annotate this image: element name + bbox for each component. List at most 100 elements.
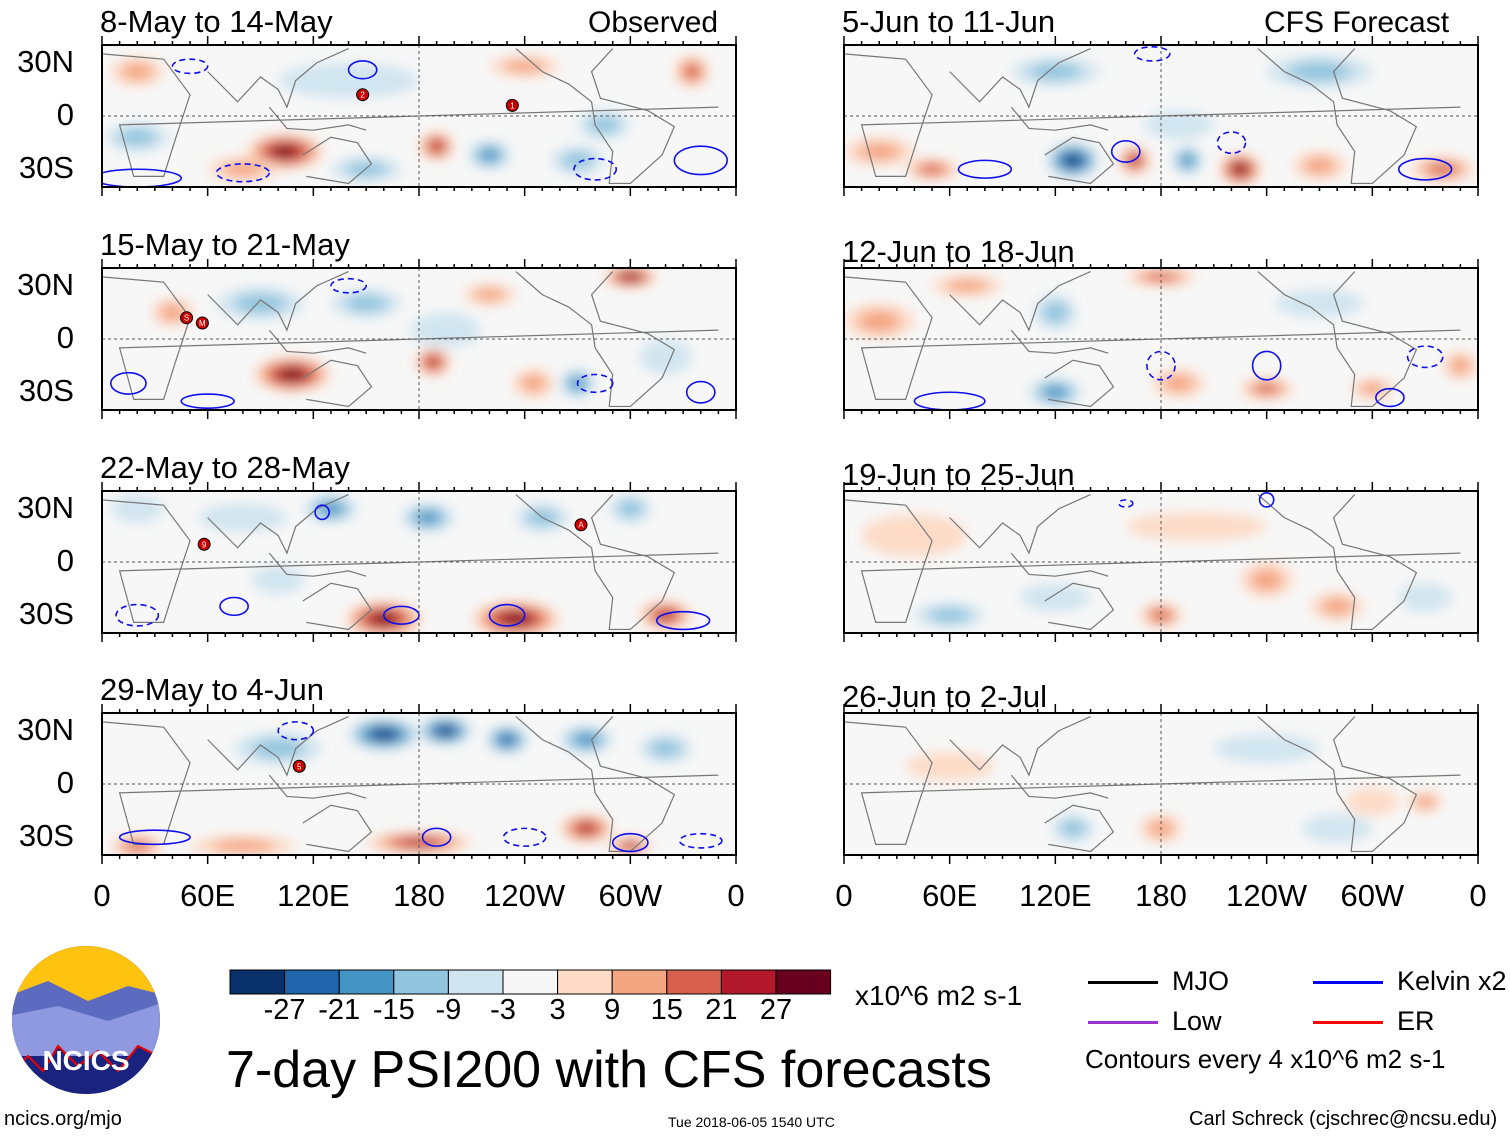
lat-tick-label: 30N xyxy=(17,43,74,79)
coastline xyxy=(102,276,719,400)
site-link[interactable]: ncics.org/mjo xyxy=(4,1108,122,1130)
lon-tick-label: 180 xyxy=(1135,878,1187,913)
lon-tick-label: 0 xyxy=(1469,878,1487,913)
legend-line-1 xyxy=(1313,981,1383,984)
coastline xyxy=(515,271,676,408)
colorbar-label: -15 xyxy=(372,994,415,1026)
kelvin-contour xyxy=(277,721,315,741)
kelvin-contour xyxy=(219,596,249,617)
colorbar-swatch xyxy=(666,969,722,995)
anomaly-feature xyxy=(639,339,692,375)
lat-tick-label: 30N xyxy=(17,266,74,302)
coastline xyxy=(207,494,349,555)
cfs-forecast-label: CFS Forecast xyxy=(1264,6,1450,39)
coastline xyxy=(268,552,367,577)
panel-title: 26-Jun to 2-Jul xyxy=(842,679,1048,714)
coastline xyxy=(1257,716,1418,853)
lat-tick-label: 0 xyxy=(56,543,74,578)
coastline xyxy=(949,716,1091,777)
anomaly-feature xyxy=(1250,569,1283,591)
coastline xyxy=(1257,494,1418,631)
anomaly-feature xyxy=(1065,155,1081,166)
colorbar-swatch xyxy=(284,969,340,995)
legend-label: ER xyxy=(1397,1006,1435,1036)
coastline xyxy=(1044,804,1115,853)
anomaly-feature xyxy=(574,733,598,746)
coastline xyxy=(207,716,349,777)
anomaly-feature xyxy=(1449,357,1471,375)
kelvin-contour xyxy=(330,277,367,294)
colorbar-swatch xyxy=(393,969,449,995)
colorbar-swatch xyxy=(338,969,395,995)
lat-tick-label: 30S xyxy=(18,373,74,409)
anomaly-feature xyxy=(1414,795,1436,809)
storm-marker: 9 xyxy=(197,537,211,551)
colorbar-swatch xyxy=(775,969,832,995)
coastline xyxy=(844,721,1461,845)
colorbar xyxy=(229,969,832,995)
anomaly-feature xyxy=(281,369,303,380)
anomaly-feature xyxy=(345,294,388,313)
anomaly-feature xyxy=(374,729,394,739)
coastline xyxy=(1044,582,1115,631)
coastline xyxy=(302,136,373,185)
anomaly-feature xyxy=(416,511,440,524)
colorbar-label: -9 xyxy=(435,994,462,1026)
storm-marker: 2 xyxy=(356,88,370,102)
lat-tick-label: 30S xyxy=(18,596,74,632)
kelvin-contour xyxy=(382,605,420,625)
kelvin-contour xyxy=(1251,350,1282,381)
anomaly-feature xyxy=(221,161,265,177)
legend-line-0 xyxy=(1088,981,1158,984)
anomaly-feature xyxy=(234,293,287,314)
map-panel-5 xyxy=(843,36,1479,196)
kelvin-contour xyxy=(180,393,235,410)
coastline xyxy=(1044,136,1115,185)
colorbar-label: 9 xyxy=(604,994,621,1026)
panel-title: 5-Jun to 11-Jun xyxy=(842,4,1056,39)
colorbar-swatch xyxy=(447,969,504,995)
kelvin-contour xyxy=(685,380,716,404)
anomaly-feature xyxy=(251,738,305,759)
coastline xyxy=(844,276,1461,400)
storm-marker: 5 xyxy=(292,759,306,773)
colorbar-label: 3 xyxy=(549,994,566,1026)
kelvin-contour xyxy=(913,391,986,410)
anomaly-feature xyxy=(473,288,506,302)
anomaly-feature xyxy=(1028,63,1082,81)
anomaly-feature xyxy=(1060,819,1086,837)
anomaly-feature xyxy=(577,823,596,834)
svg-text:M: M xyxy=(199,319,206,328)
anomaly-feature xyxy=(1213,734,1320,763)
coastline xyxy=(844,499,1461,623)
kelvin-contour xyxy=(118,829,191,846)
lon-tick-label: 0 xyxy=(835,878,853,913)
colorbar-swatch xyxy=(720,969,777,995)
coastline xyxy=(268,106,367,131)
kelvin-contour xyxy=(1397,157,1453,181)
anomaly-feature xyxy=(1042,301,1069,324)
anomaly-feature xyxy=(684,64,700,79)
legend-label: MJO xyxy=(1172,966,1229,996)
storm-marker: M xyxy=(195,316,209,330)
anomaly-feature xyxy=(858,142,901,161)
anomaly-feature xyxy=(1044,386,1067,399)
legend-line-3 xyxy=(1313,1021,1383,1024)
anomaly-feature xyxy=(920,164,944,174)
timestamp: Tue 2018-06-05 1540 UTC xyxy=(668,1114,835,1130)
anomaly-feature xyxy=(118,128,157,146)
kelvin-contour xyxy=(421,827,452,847)
anomaly-feature xyxy=(1301,814,1373,843)
lon-tick-label: 120E xyxy=(1019,878,1092,913)
colorbar-label: -21 xyxy=(318,994,361,1026)
observed-label: Observed xyxy=(588,6,719,39)
map-panel-7 xyxy=(843,482,1479,642)
kelvin-contour xyxy=(673,145,728,176)
lat-tick-label: 30S xyxy=(18,818,74,854)
lat-tick-label: 30S xyxy=(18,150,74,186)
svg-text:9: 9 xyxy=(202,540,207,549)
lon-tick-label: 180 xyxy=(393,878,445,913)
anomaly-feature xyxy=(928,607,971,623)
colorbar-swatch xyxy=(502,969,559,995)
